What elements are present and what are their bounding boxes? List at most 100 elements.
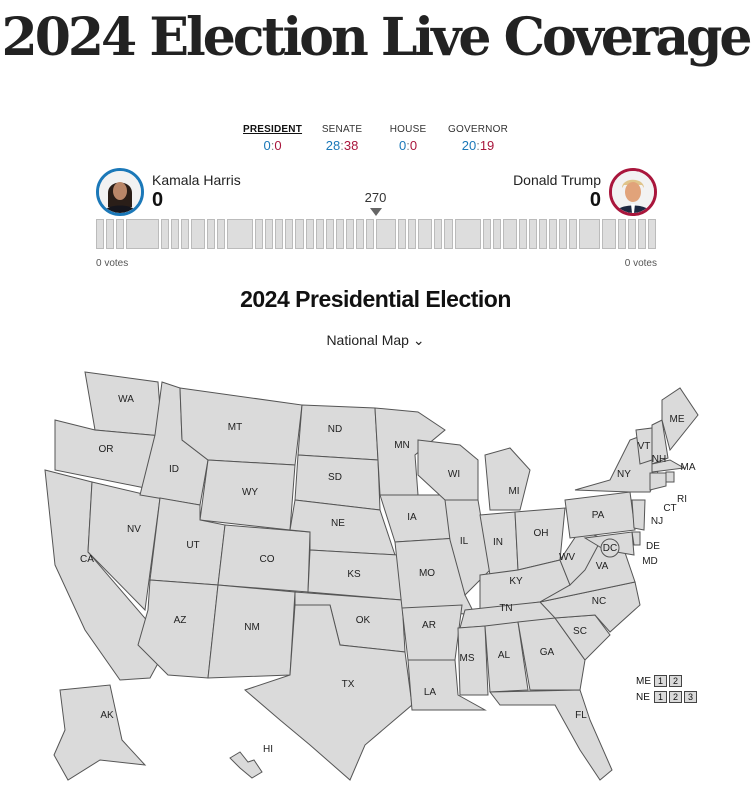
tab-label: GOVERNOR [448,124,508,135]
state-label-OR: OR [99,444,114,455]
state-label-CT: CT [663,503,676,514]
state-label-NE: NE [331,518,345,529]
state-GA[interactable] [517,617,586,691]
candidate-name: Kamala Harris [152,172,241,188]
state-NH[interactable] [651,419,669,465]
state-label-WY: WY [242,487,258,498]
electoral-segment [454,219,481,249]
electoral-votes: 0 [152,189,164,211]
popular-votes-harris: 0 votes [96,258,129,269]
state-label-ME: ME [670,414,685,425]
state-PA[interactable] [564,491,636,539]
electoral-segment [482,219,491,249]
map-selector-label[interactable]: National Map ⌄ [326,332,425,348]
state-label-MI: MI [508,486,519,497]
district-box[interactable]: 2 [669,675,682,687]
electoral-votes: 0 [589,189,601,211]
state-label-VT: VT [638,441,651,452]
state-label-MD: MD [642,556,658,567]
map-selector[interactable]: National Map ⌄ [0,332,751,349]
state-label-IL: IL [460,536,469,547]
electoral-segment [434,219,443,249]
electoral-segment [617,219,626,249]
tab-senate[interactable]: SENATE 28:38 [316,124,368,153]
electoral-segment [265,219,274,249]
tab-president[interactable]: PRESIDENT 0:0 [243,124,302,153]
state-label-AL: AL [498,650,511,661]
state-IL[interactable] [444,499,491,596]
state-label-NH: NH [652,454,666,465]
electoral-segment [627,219,636,249]
state-label-IA: IA [407,512,417,523]
electoral-segment [529,219,538,249]
state-label-AZ: AZ [174,615,187,626]
state-label-MA: MA [681,462,696,473]
electoral-segment [375,219,397,249]
state-DE[interactable] [631,531,641,546]
district-label: ME [636,675,651,687]
state-label-NM: NM [244,622,260,633]
electoral-segment [519,219,528,249]
electoral-segment [539,219,548,249]
state-LA[interactable] [407,659,487,711]
threshold-label: 270 [364,190,387,205]
electoral-segment [275,219,284,249]
electoral-segment [398,219,407,249]
district-me: ME 1 2 [636,675,682,687]
electoral-segment [180,219,189,249]
electoral-segment [549,219,558,249]
state-NJ[interactable] [631,499,646,531]
state-label-FL: FL [575,710,587,721]
electoral-segment [325,219,334,249]
state-RI[interactable] [665,471,675,483]
electoral-segment [126,219,159,249]
district-box[interactable]: 1 [654,675,667,687]
state-label-AR: AR [422,620,436,631]
state-label-RI: RI [677,494,687,505]
state-HI[interactable] [229,751,263,779]
state-label-NY: NY [617,469,631,480]
state-label-NC: NC [592,596,606,607]
tab-house[interactable]: HOUSE 0:0 [382,124,434,153]
electoral-segment [190,219,205,249]
tab-governor[interactable]: GOVERNOR 20:19 [448,124,508,153]
state-NV[interactable] [87,481,161,612]
district-box[interactable]: 2 [669,691,682,703]
district-box[interactable]: 3 [684,691,697,703]
state-DC[interactable] [600,538,620,558]
state-MA[interactable] [651,459,686,473]
candidate-trump: Donald Trump 0 [505,168,657,216]
state-ME[interactable] [661,387,699,452]
electoral-segment [160,219,169,249]
electoral-bar [96,219,656,249]
electoral-segment [106,219,115,249]
state-label-WV: WV [559,552,575,563]
state-MS[interactable] [457,625,489,696]
electoral-segment [569,219,578,249]
state-label-WI: WI [448,469,460,480]
state-MI[interactable] [484,447,531,511]
electoral-segment [418,219,433,249]
electoral-segment [601,219,616,249]
electoral-segment [315,219,324,249]
state-AR[interactable] [401,604,463,661]
state-label-TX: TX [342,679,355,690]
state-TX[interactable] [244,604,413,781]
tab-score: 20:19 [461,138,495,153]
state-label-GA: GA [540,647,555,658]
state-label-SD: SD [328,472,342,483]
tab-score: 28:38 [325,138,359,153]
state-label-CO: CO [260,554,275,565]
state-AL[interactable] [484,621,529,693]
state-label-HI: HI [263,744,273,755]
state-label-SC: SC [573,626,587,637]
state-FL[interactable] [489,689,613,781]
district-box[interactable]: 1 [654,691,667,703]
state-label-MO: MO [419,568,435,579]
state-label-KY: KY [509,576,523,587]
electoral-segment [335,219,344,249]
state-CT[interactable] [649,472,667,491]
state-AK[interactable] [53,684,147,781]
state-label-ID: ID [169,464,179,475]
electoral-segment [216,219,225,249]
